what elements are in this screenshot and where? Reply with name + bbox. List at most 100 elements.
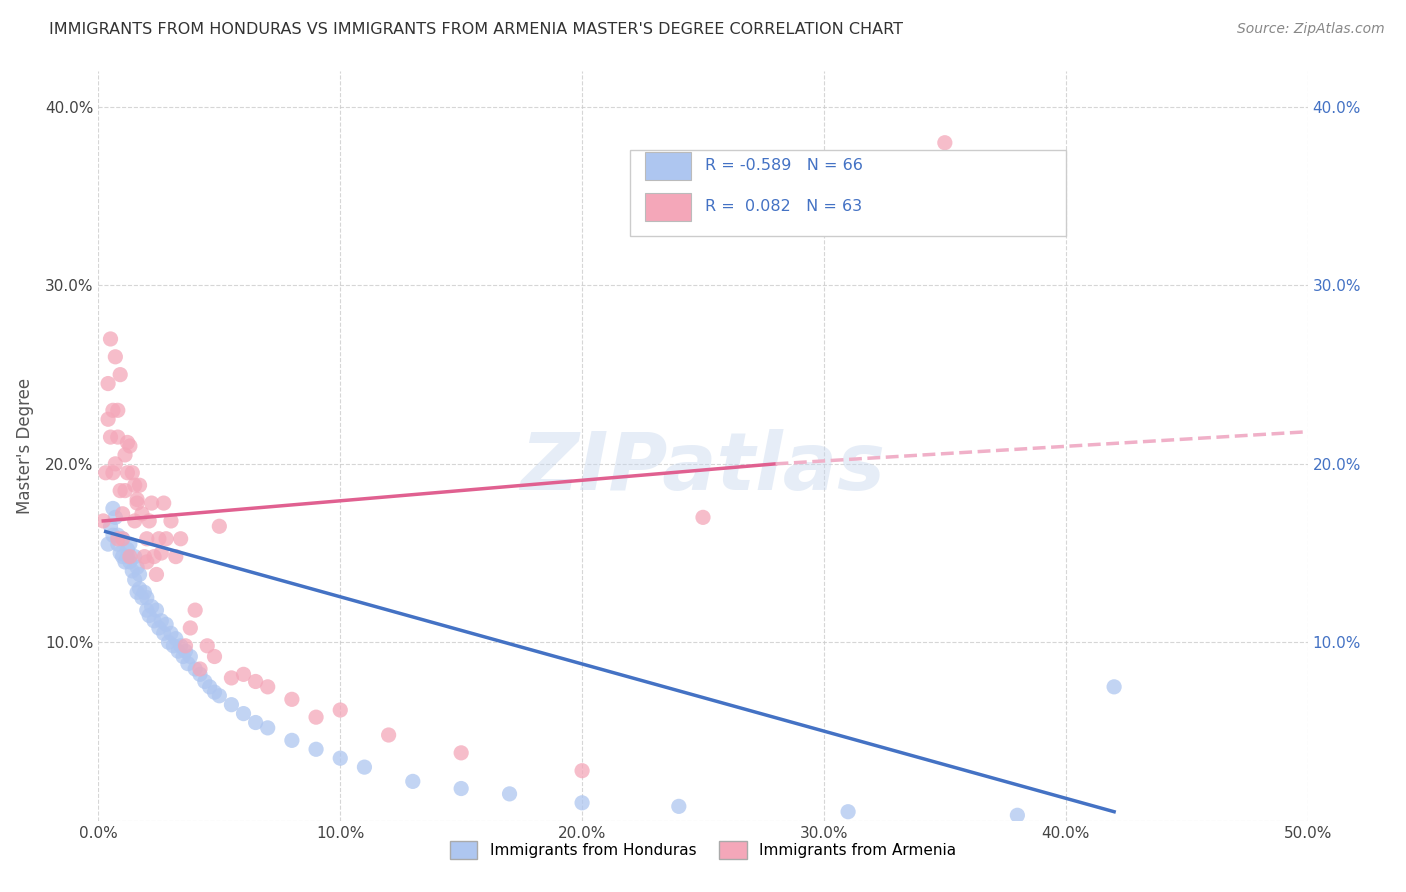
Point [124,549,146,564]
Point [692,510,714,524]
Point [111,532,134,546]
Point [118,549,141,564]
Point [179,621,201,635]
Point [108,368,131,382]
Point [167,644,190,658]
Point [162,639,184,653]
Point [143,614,166,628]
Point [127,492,149,507]
Point [94,466,117,480]
Point [114,555,136,569]
Text: R = -0.589   N = 66: R = -0.589 N = 66 [706,158,863,173]
Point [111,532,134,546]
Point [91,514,114,528]
Point [128,582,150,596]
Point [204,685,226,699]
Point [127,585,149,599]
Text: R =  0.082   N = 63: R = 0.082 N = 63 [706,200,862,214]
Point [165,549,187,564]
Point [117,435,139,450]
Point [127,496,149,510]
Point [135,555,157,569]
Point [117,549,139,564]
Point [281,692,304,706]
Point [138,608,160,623]
Point [174,644,197,658]
Point [1007,808,1029,822]
Point [148,532,170,546]
Point [281,733,304,747]
Point [177,657,200,671]
Bar [645,152,690,180]
Point [101,501,124,516]
Point [256,680,278,694]
Point [135,591,157,605]
Bar [630,150,1066,236]
Point [97,537,120,551]
Text: Source: ZipAtlas.com: Source: ZipAtlas.com [1237,22,1385,37]
Point [837,805,859,819]
Point [157,635,180,649]
Point [145,603,167,617]
Point [150,614,173,628]
Point [353,760,375,774]
Point [571,796,593,810]
Point [104,457,127,471]
Text: ZIPatlas: ZIPatlas [520,429,886,508]
Point [143,549,166,564]
Point [121,466,143,480]
Point [135,603,157,617]
Point [221,671,243,685]
Point [152,496,174,510]
Point [101,528,124,542]
Text: IMMIGRANTS FROM HONDURAS VS IMMIGRANTS FROM ARMENIA MASTER'S DEGREE CORRELATION : IMMIGRANTS FROM HONDURAS VS IMMIGRANTS F… [49,22,903,37]
Point [152,626,174,640]
Point [450,781,472,796]
Point [124,573,146,587]
Point [148,621,170,635]
Point [245,674,267,689]
Point [118,439,141,453]
Point [377,728,399,742]
Point [305,710,328,724]
Point [124,478,146,492]
Point [107,430,129,444]
Point [107,403,129,417]
Point [108,483,131,498]
Point [107,528,129,542]
Point [100,430,122,444]
Point [111,549,134,564]
Point [121,564,143,578]
Point [101,466,124,480]
Point [124,514,146,528]
Point [111,507,134,521]
Point [204,649,226,664]
Point [118,555,141,569]
Point [128,567,150,582]
Point [329,751,352,765]
Point [402,774,425,789]
Point [155,617,177,632]
Point [108,546,131,560]
Point [107,532,129,546]
Point [104,350,127,364]
Point [114,483,136,498]
Point [117,466,139,480]
Point [100,519,122,533]
Point [97,412,120,426]
Point [232,706,254,721]
Point [169,532,191,546]
Point [127,560,149,574]
Point [145,567,167,582]
Point [134,549,156,564]
Point [195,639,218,653]
Point [138,514,160,528]
Point [174,639,197,653]
Point [155,532,177,546]
Point [160,514,183,528]
Legend: Immigrants from Honduras, Immigrants from Armenia: Immigrants from Honduras, Immigrants fro… [444,835,962,865]
Point [305,742,328,756]
Point [188,662,211,676]
Point [141,599,163,614]
Point [134,585,156,599]
